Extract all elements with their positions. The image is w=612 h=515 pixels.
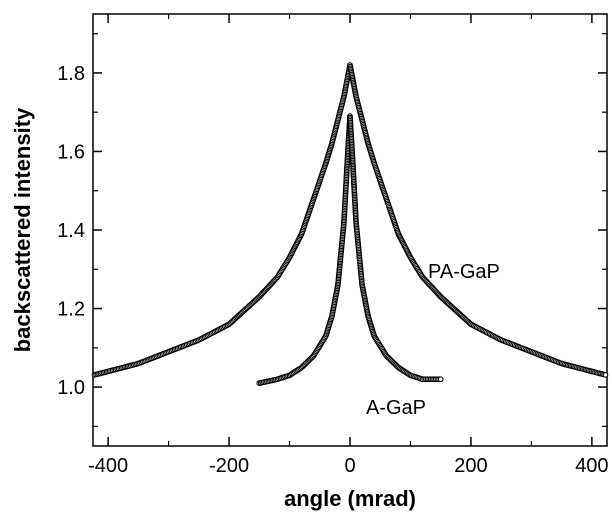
x-axis-title: angle (mrad) — [284, 486, 416, 511]
y-tick-label: 1.6 — [57, 141, 85, 163]
x-axis: -400 -200 0 200 400 — [88, 14, 609, 477]
x-tick-label: -200 — [209, 455, 249, 477]
y-tick-label: 1.2 — [57, 299, 85, 321]
x-tick-label: 0 — [344, 455, 355, 477]
x-tick-label: 400 — [575, 455, 608, 477]
data-point — [602, 372, 609, 378]
y-tick-label: 1.4 — [57, 220, 85, 242]
series-layer — [91, 62, 609, 387]
y-axis-title: backscattered intensity — [10, 107, 35, 352]
y-axis: 1.0 1.2 1.4 1.6 1.8 — [57, 33, 607, 427]
annotation-a-gap: A-GaP — [366, 397, 426, 419]
annotation-pa-gap: PA-GaP — [428, 261, 500, 283]
series-pa-gap — [91, 62, 609, 378]
data-point — [437, 376, 444, 383]
y-tick-label: 1.8 — [57, 63, 85, 85]
x-tick-label: -400 — [88, 455, 128, 477]
y-tick-label: 1.0 — [57, 377, 85, 399]
x-tick-label: 200 — [454, 455, 487, 477]
series-a-gap — [256, 113, 444, 387]
